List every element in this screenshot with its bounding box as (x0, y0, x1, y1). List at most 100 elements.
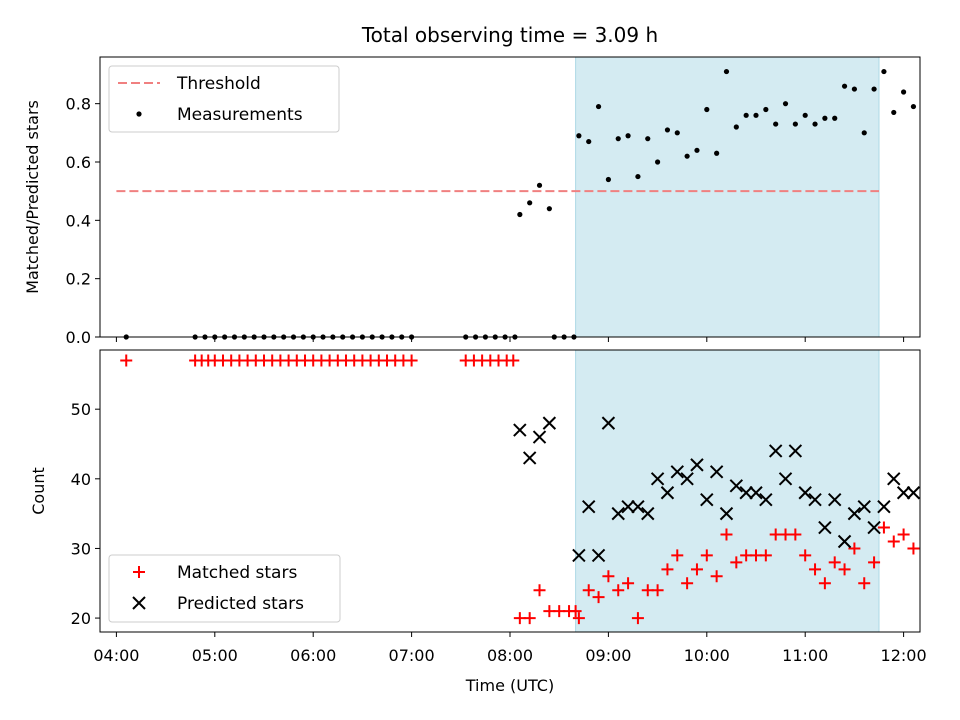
measurement-point (704, 106, 710, 113)
measurement-point (881, 68, 887, 75)
y-tick-label: 0.2 (66, 270, 91, 289)
matched-star-point (828, 556, 841, 569)
measurement-point (576, 133, 582, 139)
legend-matched-label: Matched stars (177, 563, 297, 583)
matched-star-point (700, 549, 713, 562)
x-tick-label: 11:00 (782, 646, 828, 665)
predicted-star-point (542, 416, 557, 430)
top-y-ticks: 0.0 0.2 0.4 0.6 0.8 (66, 95, 100, 347)
predicted-star-point (768, 444, 783, 458)
measurement-point (625, 133, 631, 139)
predicted-star-point (887, 472, 901, 486)
measurement-point (714, 150, 720, 156)
matched-star-point (661, 563, 674, 576)
predicted-star-point (591, 548, 606, 563)
predicted-star-point (582, 499, 596, 514)
predicted-star-point (729, 479, 744, 493)
bottom-panel: 20 30 40 50 04:00 05:00 06:00 07:00 08:00 09:00 1… (29, 349, 927, 695)
y-tick-label: 0.6 (66, 153, 91, 172)
matched-star-point (730, 556, 743, 569)
predicted-star-point (759, 492, 773, 507)
legend-predicted-swatch (132, 596, 146, 610)
measurement-point (694, 147, 700, 153)
top-observing-span (575, 56, 880, 338)
measurement-point (812, 121, 818, 127)
predicted-star-point (788, 444, 803, 458)
y-tick-label: 40 (71, 470, 91, 489)
measurement-point (733, 124, 739, 130)
x-tick-label: 06:00 (290, 646, 336, 665)
matched-star-point (720, 528, 733, 541)
matched-star-point (602, 570, 615, 583)
legend-box (108, 65, 340, 133)
y-tick-label: 0.4 (66, 211, 91, 230)
matched-star-point (612, 584, 625, 597)
matched-star-point (582, 584, 595, 597)
measurement-point (910, 103, 917, 110)
x-tick-label: 05:00 (192, 646, 238, 665)
predicted-star-point (572, 548, 586, 563)
measurement-point (723, 68, 730, 75)
predicted-star-point (631, 499, 645, 514)
observing-span (575, 56, 880, 338)
measurement-point (605, 176, 612, 183)
matched-star-point (651, 584, 664, 597)
legend-measurements-swatch (136, 111, 142, 117)
bottom-legend: Matched stars Predicted stars (108, 554, 341, 623)
x-tick-label: 09:00 (585, 646, 631, 665)
measurement-point (822, 115, 828, 121)
predicted-star-point (660, 486, 675, 500)
measurement-point (645, 136, 651, 142)
matched-star-point (405, 354, 418, 367)
predicted-star-point (680, 472, 694, 486)
measurement-point (891, 109, 897, 116)
x-tick-label: 12:00 (881, 646, 927, 665)
matched-star-point (631, 612, 644, 625)
predicted-star-point (513, 423, 527, 437)
measurement-point (773, 121, 779, 127)
predicted-star-point (719, 506, 734, 521)
predicted-star-point (857, 499, 871, 514)
predicted-star-point (700, 492, 714, 507)
predicted-star-point (828, 492, 842, 507)
matched-star-point (848, 542, 861, 555)
matched-star-point (789, 528, 802, 541)
matched-star-point (809, 563, 822, 576)
measurement-point (753, 112, 759, 118)
matched-star-point (877, 521, 890, 534)
measurement-point (674, 130, 680, 136)
measurement-point (684, 153, 690, 159)
measurement-point (851, 86, 858, 92)
predicted-star-point (601, 416, 616, 430)
legend-predicted-label: Predicted stars (177, 594, 304, 614)
x-tick-label: 04:00 (93, 646, 139, 665)
predicted-star-point (867, 520, 881, 535)
matched-star-point (690, 563, 703, 576)
y-tick-label: 30 (71, 539, 91, 558)
matched-star-point (838, 563, 851, 576)
matched-star-point (507, 354, 520, 367)
bottom-y-ticks: 20 30 40 50 (71, 400, 100, 628)
predicted-star-point (808, 492, 822, 507)
matched-star-point (710, 570, 723, 583)
measurement-point (763, 106, 769, 113)
legend-threshold-label: Threshold (176, 74, 261, 94)
predicted-star-point (650, 472, 665, 486)
measurement-point (586, 138, 592, 145)
predicted-star-point (641, 506, 655, 521)
matched-star-point (907, 542, 920, 555)
matched-star-point (569, 605, 582, 618)
predicted-star-point (690, 458, 704, 472)
bottom-x-ticks: 04:00 05:00 06:00 07:00 08:00 09:00 10:00 11:00… (93, 632, 927, 665)
predicted-star-point (778, 472, 793, 486)
measurement-point (517, 211, 523, 218)
matched-star-point (868, 556, 881, 569)
predicted-star-point (818, 520, 832, 535)
legend-matched-swatch (133, 566, 145, 578)
y-tick-label: 20 (71, 609, 91, 628)
figure-title: Total observing time = 3.09 h (361, 23, 658, 47)
matched-star-point (858, 577, 871, 590)
matched-star-point (799, 549, 812, 562)
y-tick-label: 0.0 (66, 328, 91, 347)
